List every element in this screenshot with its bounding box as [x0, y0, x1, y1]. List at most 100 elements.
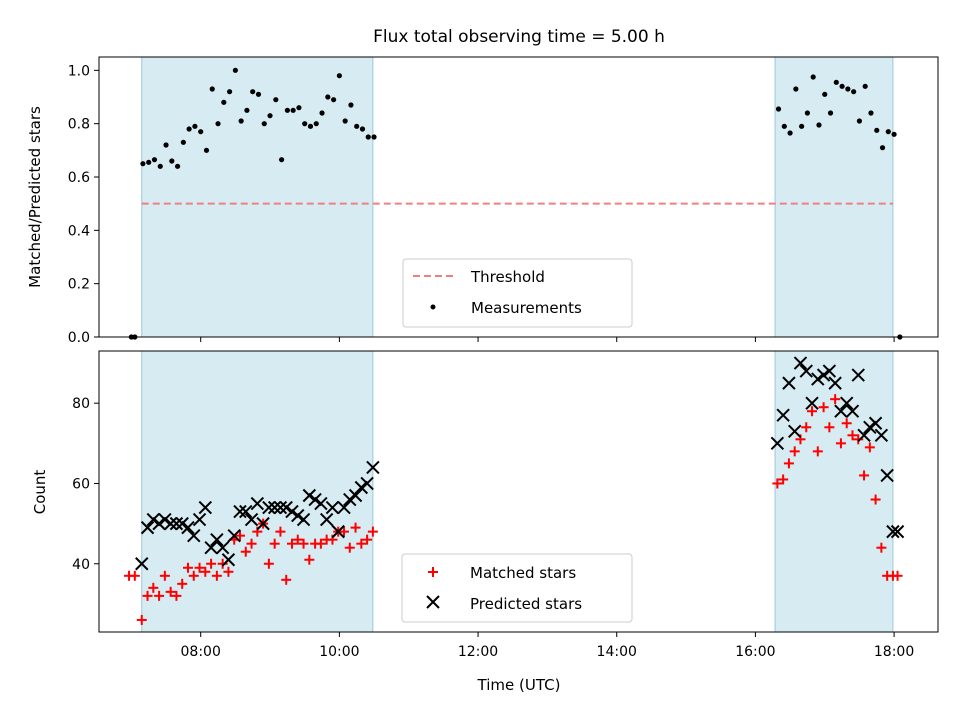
matched-star-point — [344, 542, 355, 553]
measurement-point — [169, 158, 175, 164]
predicted-star-point — [348, 488, 363, 503]
predicted-star-point — [244, 512, 259, 527]
measurement-point — [342, 118, 348, 124]
measurement-point — [163, 142, 169, 148]
legend-measurements-swatch — [430, 304, 436, 310]
predicted-star-point — [279, 500, 293, 515]
matched-star-point — [211, 570, 222, 581]
predicted-star-point — [880, 468, 894, 483]
chart-title: Flux total observing time = 5.00 h — [373, 27, 665, 47]
measurement-point — [371, 134, 377, 140]
predicted-star-point — [816, 368, 831, 382]
matched-star-point — [876, 542, 887, 553]
shaded-observing-window — [774, 56, 894, 338]
bottom-y-ticks: 40 60 80 — [72, 396, 99, 573]
bottom-y-axis-label: Count — [31, 470, 49, 515]
predicted-star-point — [319, 512, 334, 527]
matched-star-point — [171, 590, 182, 601]
predicted-star-point — [163, 516, 178, 531]
y-tick-label: 0.4 — [68, 223, 90, 239]
predicted-star-point — [337, 500, 351, 515]
measurement-point — [151, 157, 158, 163]
bottom-legend-box — [401, 553, 633, 623]
predicted-star-point — [325, 500, 340, 515]
predicted-star-point — [857, 428, 871, 443]
measurement-point — [146, 159, 152, 165]
predicted-star-point — [828, 376, 842, 390]
matched-star-point — [783, 458, 794, 469]
measurement-point — [833, 79, 839, 85]
matched-star-point — [778, 474, 789, 485]
matched-star-point — [812, 446, 823, 457]
measurement-point — [879, 145, 886, 151]
predicted-star-point — [811, 372, 825, 386]
predicted-star-point — [863, 420, 877, 434]
shaded-observing-window — [774, 350, 894, 633]
matched-star-point — [269, 538, 280, 549]
measurement-point — [839, 83, 845, 89]
top-y-axis-label: Matched/Predicted stars — [26, 106, 44, 288]
matched-star-point — [367, 526, 378, 537]
predicted-star-point — [302, 488, 317, 503]
predicted-star-point — [273, 500, 288, 515]
measurement-point — [226, 89, 233, 95]
measurement-point — [192, 123, 198, 129]
legend-predicted-swatch — [426, 595, 440, 609]
measurement-point — [186, 126, 192, 132]
predicted-star-point — [296, 512, 311, 527]
matched-star-point — [240, 546, 251, 557]
measurement-point — [180, 139, 186, 145]
x-tick-label: 16:00 — [735, 644, 775, 660]
measurement-point — [198, 129, 204, 135]
matched-star-point — [859, 470, 870, 481]
predicted-star-point — [285, 504, 299, 519]
matched-star-point — [281, 574, 292, 585]
measurement-point — [330, 97, 337, 103]
matched-star-point — [356, 538, 367, 549]
bottom-legend: Matched stars Predicted stars — [401, 553, 633, 623]
predicted-star-point — [135, 557, 149, 571]
matched-star-point — [304, 554, 315, 565]
matched-star-point — [772, 478, 783, 489]
y-tick-label: 80 — [72, 396, 90, 412]
predicted-star-point — [204, 540, 218, 555]
matched-star-point — [864, 442, 875, 453]
predicted-star-point — [239, 504, 253, 519]
y-tick-label: 0.2 — [68, 277, 90, 293]
predicted-star-point — [890, 524, 905, 539]
measurement-point — [325, 94, 331, 100]
measurement-point — [799, 123, 805, 129]
y-tick-label: 60 — [72, 476, 90, 492]
top-shaded-regions — [141, 56, 894, 338]
matched-star-point — [350, 522, 361, 533]
predicted-star-point — [250, 496, 265, 511]
y-tick-label: 0.0 — [68, 330, 90, 346]
matched-star-point — [148, 582, 159, 593]
measurement-point — [209, 86, 215, 92]
measurement-point — [891, 131, 897, 137]
x-tick-label: 10:00 — [319, 644, 359, 660]
legend-matched-label: Matched stars — [470, 564, 576, 582]
measurement-point — [810, 74, 816, 80]
predicted-star-point — [158, 512, 172, 527]
predicted-star-point — [233, 504, 247, 519]
measurement-point — [868, 110, 874, 116]
matched-star-point — [194, 562, 205, 573]
top-legend: Threshold Measurements — [402, 258, 633, 328]
predicted-star-point — [267, 500, 282, 515]
matched-star-point — [362, 534, 373, 545]
predicted-star-point — [343, 492, 357, 507]
measurement-point — [885, 129, 891, 135]
matched-star-point — [292, 534, 303, 545]
measurement-point — [781, 123, 787, 129]
measurement-point — [267, 113, 273, 119]
predicted-star-point — [140, 520, 155, 535]
predicted-star-point — [331, 524, 345, 539]
predicted-star-point — [256, 516, 270, 531]
measurement-point — [157, 163, 163, 169]
measurement-point — [232, 67, 238, 73]
predicted-star-point — [366, 460, 380, 475]
count-points-layer — [124, 356, 905, 625]
x-tick-label: 08:00 — [181, 644, 221, 660]
measurement-point — [221, 99, 227, 105]
